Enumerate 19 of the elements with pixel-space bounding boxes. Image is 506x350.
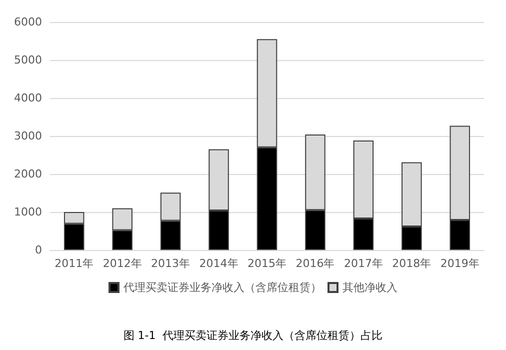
x-tick-label: 2014年 <box>199 257 238 270</box>
x-tick-label: 2012年 <box>102 257 142 270</box>
y-tick-label: 0 <box>35 244 42 256</box>
legend-label: 其他净收入 <box>342 281 398 294</box>
x-tick-label: 2011年 <box>54 257 94 270</box>
x-tick-label: 2019年 <box>440 257 480 270</box>
y-tick-label: 2000 <box>14 168 42 180</box>
y-tick-label: 4000 <box>14 92 42 104</box>
x-tick-label: 2013年 <box>151 257 190 270</box>
text: 图 1-1 代理买卖证券业务净收入（含席位租赁）占比 <box>123 329 383 342</box>
x-tick-label: 2015年 <box>248 257 286 270</box>
y-tick-label: 3000 <box>14 130 42 142</box>
x-tick-label: 2018年 <box>392 257 432 270</box>
y-tick-label: 1000 <box>14 206 42 218</box>
legend-label: 代理买卖证券业务净收入（含席位租赁） <box>122 281 322 294</box>
y-tick-label: 5000 <box>14 54 42 66</box>
x-tick-label: 2016年 <box>296 257 335 270</box>
y-tick-label: 6000 <box>14 16 42 28</box>
x-tick-label: 2017年 <box>344 257 383 270</box>
